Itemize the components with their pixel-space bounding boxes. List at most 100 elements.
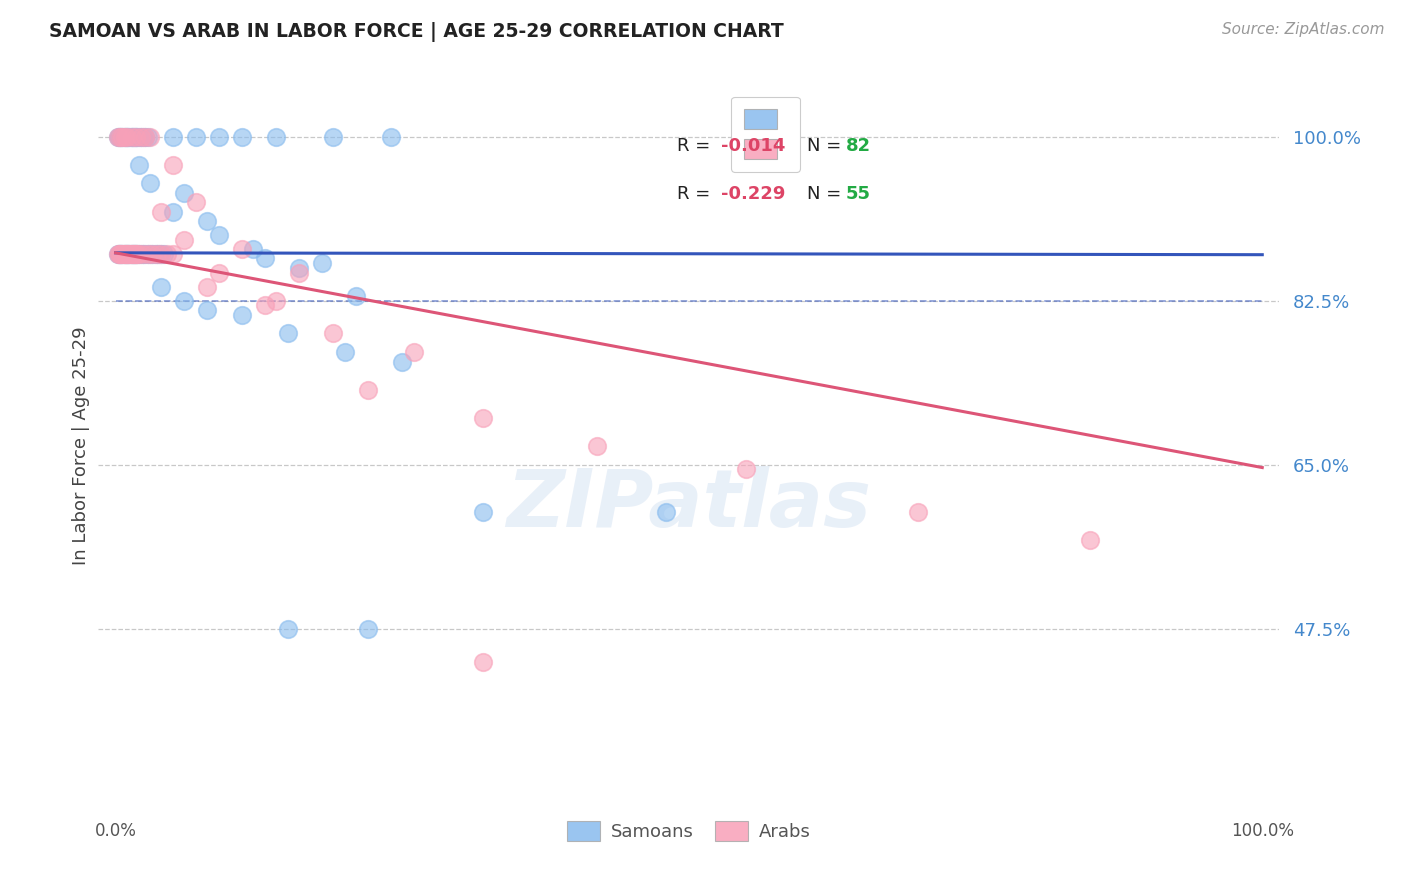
Point: [125, 246, 148, 260]
Point: [120, 246, 142, 260]
Point: [208, 129, 231, 144]
Point: [264, 293, 287, 308]
Point: [128, 246, 150, 260]
Point: [322, 129, 344, 144]
Point: [162, 158, 184, 172]
Point: [115, 129, 138, 144]
Point: [117, 129, 139, 144]
Point: [120, 129, 142, 144]
Point: [114, 129, 136, 144]
Point: [132, 129, 155, 144]
Point: [117, 246, 139, 260]
Point: [107, 246, 129, 260]
Point: [121, 246, 143, 260]
Point: [311, 256, 333, 270]
Point: [121, 246, 143, 260]
Point: [107, 129, 129, 144]
Point: [184, 195, 207, 210]
Point: [127, 246, 149, 260]
Point: [242, 242, 264, 256]
Point: [129, 246, 152, 260]
Point: [231, 308, 253, 322]
Point: [735, 462, 758, 476]
Point: [322, 326, 344, 341]
Point: [156, 246, 179, 260]
Point: [134, 129, 156, 144]
Point: [344, 289, 367, 303]
Y-axis label: In Labor Force | Age 25-29: In Labor Force | Age 25-29: [72, 326, 90, 566]
Point: [357, 622, 380, 636]
Text: ZIPatlas: ZIPatlas: [506, 466, 872, 543]
Point: [118, 246, 141, 260]
Point: [115, 246, 138, 260]
Point: [115, 129, 138, 144]
Point: [150, 246, 173, 260]
Point: [115, 246, 138, 260]
Point: [277, 326, 299, 341]
Point: [108, 246, 131, 260]
Point: [122, 246, 145, 260]
Text: -0.014: -0.014: [721, 137, 785, 155]
Point: [162, 246, 184, 260]
Point: [655, 505, 678, 519]
Point: [112, 129, 135, 144]
Point: [380, 129, 402, 144]
Point: [110, 246, 132, 260]
Point: [121, 246, 143, 260]
Point: [586, 439, 609, 453]
Point: [114, 246, 136, 260]
Point: [150, 279, 173, 293]
Point: [125, 129, 148, 144]
Point: [231, 242, 253, 256]
Point: [471, 410, 494, 425]
Point: [108, 129, 131, 144]
Point: [146, 246, 169, 260]
Point: [117, 246, 139, 260]
Point: [108, 246, 131, 260]
Point: [141, 246, 163, 260]
Point: [231, 129, 253, 144]
Point: [115, 246, 138, 260]
Point: [112, 246, 135, 260]
Point: [288, 260, 311, 275]
Point: [125, 129, 148, 144]
Point: [114, 129, 136, 144]
Point: [134, 129, 156, 144]
Point: [173, 293, 195, 308]
Point: [173, 233, 195, 247]
Point: [108, 246, 131, 260]
Point: [253, 252, 276, 266]
Point: [195, 279, 218, 293]
Point: [471, 655, 494, 669]
Point: [143, 246, 166, 260]
Point: [122, 246, 145, 260]
Point: [907, 505, 929, 519]
Point: [108, 129, 131, 144]
Point: [471, 505, 494, 519]
Text: 55: 55: [846, 185, 872, 202]
Point: [127, 246, 149, 260]
Text: 82: 82: [846, 137, 872, 155]
Point: [184, 129, 207, 144]
Point: [134, 246, 156, 260]
Point: [128, 129, 150, 144]
Point: [162, 204, 184, 219]
Point: [129, 129, 152, 144]
Point: [128, 246, 150, 260]
Point: [122, 129, 145, 144]
Point: [136, 246, 159, 260]
Point: [208, 266, 231, 280]
Text: R =: R =: [678, 137, 716, 155]
Point: [111, 129, 134, 144]
Point: [136, 246, 159, 260]
Point: [150, 246, 173, 260]
Point: [139, 246, 162, 260]
Point: [333, 345, 356, 359]
Point: [108, 246, 131, 260]
Point: [127, 129, 149, 144]
Point: [111, 129, 134, 144]
Text: R =: R =: [678, 185, 716, 202]
Point: [195, 303, 218, 318]
Point: [173, 186, 195, 200]
Legend: Samoans, Arabs: Samoans, Arabs: [558, 813, 820, 850]
